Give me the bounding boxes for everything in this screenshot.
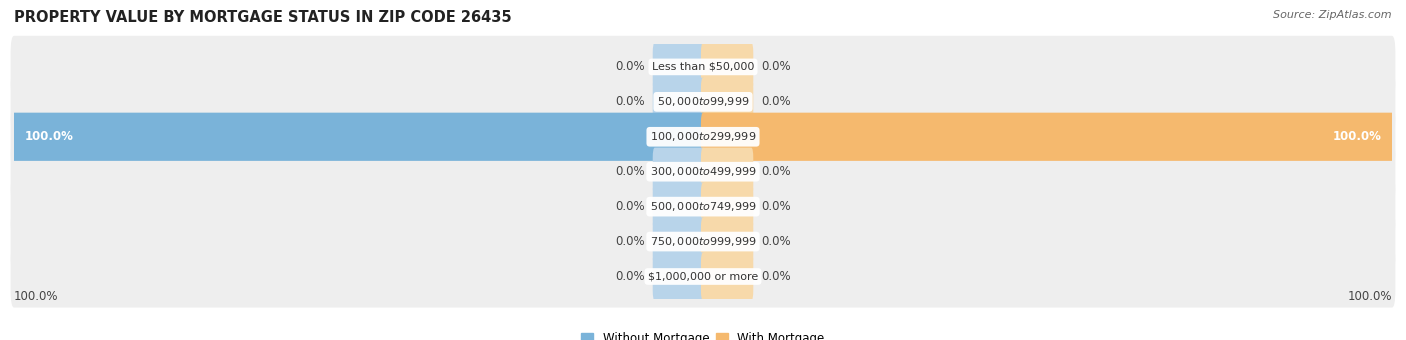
FancyBboxPatch shape [11, 36, 1395, 98]
Text: $750,000 to $999,999: $750,000 to $999,999 [650, 235, 756, 248]
Text: $50,000 to $99,999: $50,000 to $99,999 [657, 95, 749, 108]
FancyBboxPatch shape [702, 183, 754, 231]
FancyBboxPatch shape [11, 210, 1395, 273]
FancyBboxPatch shape [702, 252, 754, 301]
Text: PROPERTY VALUE BY MORTGAGE STATUS IN ZIP CODE 26435: PROPERTY VALUE BY MORTGAGE STATUS IN ZIP… [14, 10, 512, 25]
FancyBboxPatch shape [652, 183, 704, 231]
Text: 100.0%: 100.0% [1347, 290, 1392, 303]
FancyBboxPatch shape [11, 175, 1395, 238]
FancyBboxPatch shape [652, 148, 704, 196]
Legend: Without Mortgage, With Mortgage: Without Mortgage, With Mortgage [576, 327, 830, 340]
Text: 0.0%: 0.0% [614, 200, 644, 213]
Text: 100.0%: 100.0% [14, 290, 59, 303]
Text: $500,000 to $749,999: $500,000 to $749,999 [650, 200, 756, 213]
Text: 0.0%: 0.0% [762, 61, 792, 73]
FancyBboxPatch shape [702, 43, 754, 91]
FancyBboxPatch shape [652, 252, 704, 301]
Text: 0.0%: 0.0% [762, 235, 792, 248]
Text: 100.0%: 100.0% [24, 130, 73, 143]
Text: 0.0%: 0.0% [614, 165, 644, 178]
Text: $300,000 to $499,999: $300,000 to $499,999 [650, 165, 756, 178]
Text: $1,000,000 or more: $1,000,000 or more [648, 272, 758, 282]
Text: Less than $50,000: Less than $50,000 [652, 62, 754, 72]
Text: 0.0%: 0.0% [762, 270, 792, 283]
FancyBboxPatch shape [652, 43, 704, 91]
FancyBboxPatch shape [11, 141, 1395, 203]
Text: 0.0%: 0.0% [614, 61, 644, 73]
Text: 0.0%: 0.0% [614, 235, 644, 248]
Text: 0.0%: 0.0% [762, 165, 792, 178]
FancyBboxPatch shape [11, 245, 1395, 308]
FancyBboxPatch shape [702, 113, 1393, 161]
FancyBboxPatch shape [702, 78, 754, 126]
Text: $100,000 to $299,999: $100,000 to $299,999 [650, 130, 756, 143]
Text: Source: ZipAtlas.com: Source: ZipAtlas.com [1274, 10, 1392, 20]
Text: 0.0%: 0.0% [762, 95, 792, 108]
FancyBboxPatch shape [652, 218, 704, 266]
FancyBboxPatch shape [702, 148, 754, 196]
Text: 0.0%: 0.0% [762, 200, 792, 213]
Text: 0.0%: 0.0% [614, 270, 644, 283]
Text: 100.0%: 100.0% [1333, 130, 1382, 143]
FancyBboxPatch shape [11, 106, 1395, 168]
Text: 0.0%: 0.0% [614, 95, 644, 108]
FancyBboxPatch shape [702, 218, 754, 266]
FancyBboxPatch shape [13, 113, 704, 161]
FancyBboxPatch shape [652, 78, 704, 126]
FancyBboxPatch shape [11, 71, 1395, 133]
